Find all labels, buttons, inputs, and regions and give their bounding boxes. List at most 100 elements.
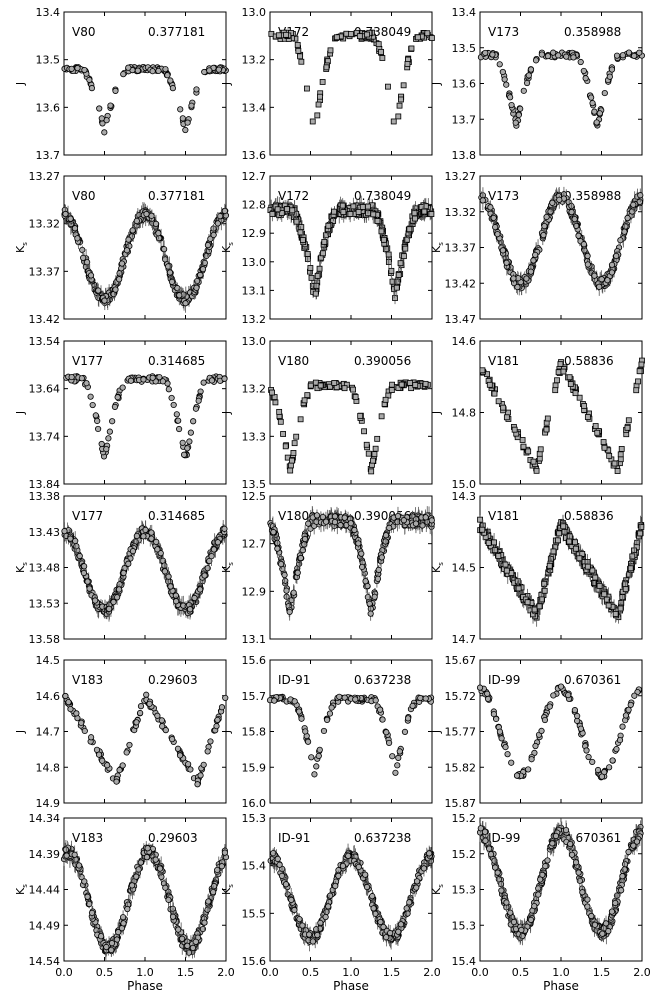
data-point — [140, 533, 147, 540]
y-axis-label: J — [220, 730, 233, 734]
data-point — [371, 451, 378, 458]
data-point — [156, 235, 163, 242]
data-point — [350, 386, 356, 393]
data-point — [552, 382, 559, 389]
y-tick-label: 15.87 — [445, 797, 477, 810]
data-point — [601, 444, 608, 451]
data-point — [401, 253, 407, 260]
data-point — [419, 522, 426, 529]
y-tick-label: 14.8 — [36, 761, 61, 774]
data-point — [503, 567, 510, 574]
data-point — [193, 277, 201, 285]
y-tick-label: 13.64 — [29, 383, 61, 396]
data-point — [74, 235, 81, 242]
data-point — [297, 416, 304, 423]
data-point — [299, 547, 307, 554]
data-point — [601, 89, 608, 97]
data-point — [624, 424, 631, 431]
data-point — [546, 562, 553, 569]
y-tick-label: 13.0 — [242, 256, 267, 269]
data-point — [317, 382, 324, 389]
data-point — [201, 68, 208, 76]
data-point — [479, 526, 486, 533]
data-point — [589, 100, 596, 107]
y-tick-label: 12.7 — [242, 170, 267, 183]
data-point — [197, 772, 204, 779]
data-point — [394, 512, 402, 520]
data-point — [347, 211, 354, 217]
y-tick-label: 12.9 — [242, 585, 267, 598]
data-point — [378, 228, 385, 235]
data-point — [495, 553, 502, 559]
data-point — [631, 52, 638, 59]
data-point — [625, 417, 632, 424]
data-point — [68, 65, 75, 72]
data-point — [584, 563, 591, 570]
y-axis-label: Ks — [14, 562, 29, 573]
data-point — [326, 710, 334, 717]
period-label: 0.390056 — [354, 354, 411, 368]
period-label: 0.314685 — [148, 509, 205, 523]
data-point — [166, 269, 174, 276]
data-point — [608, 269, 616, 276]
period-label: 0.670361 — [564, 673, 621, 687]
data-point — [363, 441, 370, 448]
data-point — [341, 694, 348, 701]
data-point — [95, 751, 103, 758]
panel-V80-Ks: 13.27 13.32 13.37 13.42 Ks V80 0.377181 — [14, 170, 230, 326]
data-point — [499, 68, 506, 76]
data-point — [193, 86, 200, 93]
data-point — [116, 766, 123, 774]
data-point — [174, 745, 182, 752]
y-tick-label: 13.2 — [242, 383, 267, 396]
data-point — [287, 467, 294, 474]
data-point — [525, 448, 532, 455]
data-point — [101, 129, 108, 136]
data-point — [288, 462, 294, 469]
star-name: V183 — [72, 673, 103, 687]
y-tick-label: 13.47 — [445, 313, 477, 326]
data-point — [580, 67, 587, 75]
data-point — [210, 546, 218, 553]
data-point — [355, 540, 362, 547]
data-point — [398, 381, 405, 388]
data-point — [519, 437, 526, 443]
data-point — [411, 210, 418, 217]
data-point — [106, 428, 113, 435]
data-point — [94, 425, 102, 433]
data-point — [633, 387, 640, 394]
data-point — [356, 33, 363, 40]
data-point — [295, 47, 302, 54]
data-point — [94, 417, 101, 425]
data-point — [404, 715, 412, 722]
data-point — [213, 723, 220, 730]
data-point — [79, 246, 86, 254]
data-point — [482, 49, 489, 57]
data-point — [517, 105, 524, 112]
data-point — [296, 708, 303, 715]
data-point — [313, 512, 321, 519]
y-tick-label: 13.32 — [445, 206, 477, 219]
data-point — [523, 275, 530, 282]
data-point — [276, 408, 283, 415]
y-tick-label: 13.32 — [29, 218, 61, 231]
data-point — [596, 110, 603, 117]
y-tick-label: 14.8 — [452, 407, 477, 420]
data-point — [525, 72, 532, 79]
data-point — [584, 261, 591, 268]
y-tick-label: 14.7 — [36, 726, 61, 739]
star-name: V173 — [488, 189, 519, 203]
data-point — [158, 717, 165, 724]
data-point — [375, 566, 382, 573]
data-point — [508, 101, 515, 109]
data-point — [133, 217, 140, 225]
data-point — [67, 705, 74, 713]
data-point — [98, 440, 105, 448]
data-point — [341, 385, 348, 392]
data-point — [114, 394, 121, 401]
data-point — [503, 259, 510, 266]
data-point — [81, 727, 88, 735]
data-point — [126, 741, 133, 749]
data-point — [520, 443, 527, 450]
